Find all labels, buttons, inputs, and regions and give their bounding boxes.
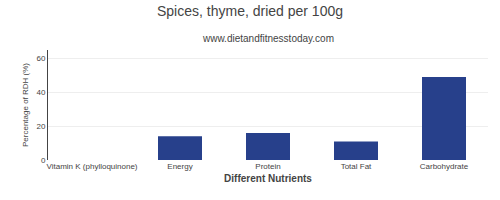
svg-text:www.dietandfitnesstoday.com: www.dietandfitnesstoday.com: [202, 33, 334, 44]
svg-text:Percentage of RDH (%): Percentage of RDH (%): [21, 63, 30, 147]
svg-text:Protein: Protein: [255, 162, 280, 171]
svg-text:Energy: Energy: [167, 162, 192, 171]
svg-text:60: 60: [36, 54, 45, 63]
svg-text:Total Fat: Total Fat: [341, 162, 372, 171]
svg-text:Spices, thyme, dried per 100g: Spices, thyme, dried per 100g: [157, 3, 343, 19]
svg-text:0: 0: [41, 156, 46, 165]
svg-text:Vitamin K (phylloquinone): Vitamin K (phylloquinone): [46, 162, 137, 171]
svg-text:20: 20: [36, 122, 45, 131]
svg-text:Different Nutrients: Different Nutrients: [224, 173, 312, 184]
svg-text:Carbohydrate: Carbohydrate: [420, 162, 469, 171]
svg-text:40: 40: [36, 88, 45, 97]
